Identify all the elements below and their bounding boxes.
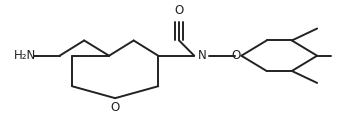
Text: O: O bbox=[174, 4, 184, 17]
Text: O: O bbox=[232, 49, 241, 62]
Text: O: O bbox=[111, 101, 120, 114]
Text: H₂N: H₂N bbox=[14, 49, 36, 62]
Text: N: N bbox=[198, 49, 207, 62]
